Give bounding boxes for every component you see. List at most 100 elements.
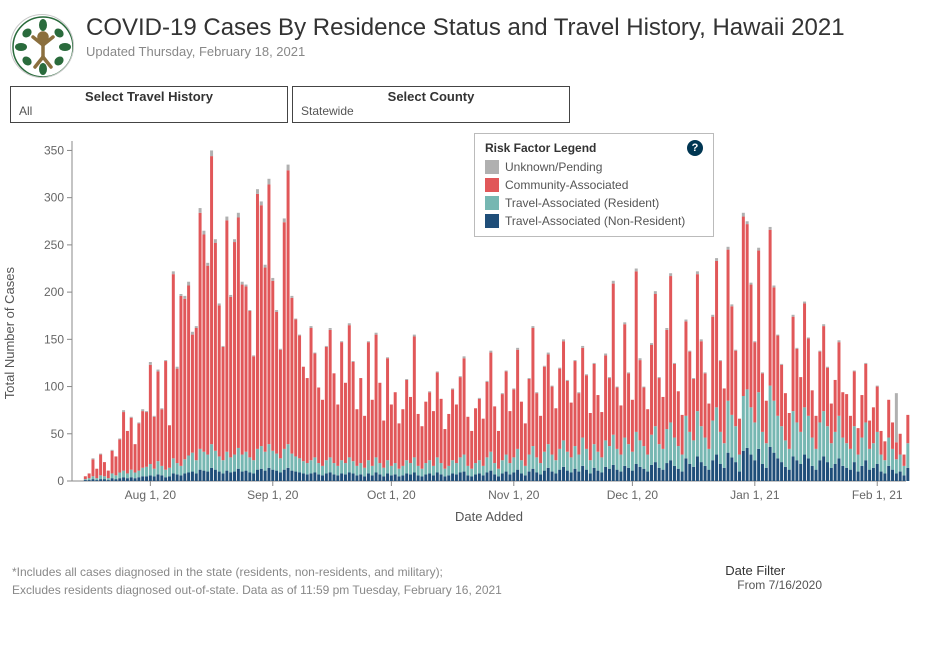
bar-segment[interactable] — [409, 463, 412, 474]
bar-segment[interactable] — [826, 462, 829, 481]
bar-segment[interactable] — [765, 468, 768, 481]
bar-segment[interactable] — [229, 295, 232, 297]
bar-segment[interactable] — [432, 411, 435, 466]
bar-segment[interactable] — [355, 409, 358, 466]
bar-segment[interactable] — [566, 452, 569, 471]
bar-segment[interactable] — [267, 444, 270, 468]
bar-segment[interactable] — [283, 470, 286, 481]
bar-segment[interactable] — [432, 466, 435, 475]
bar-segment[interactable] — [585, 449, 588, 470]
bar-segment[interactable] — [114, 479, 117, 481]
bar-segment[interactable] — [734, 351, 737, 427]
bar-segment[interactable] — [876, 432, 879, 464]
bar-segment[interactable] — [792, 411, 795, 456]
bar-segment[interactable] — [214, 239, 217, 243]
bar-segment[interactable] — [834, 464, 837, 481]
bar-segment[interactable] — [547, 354, 550, 444]
bar-segment[interactable] — [562, 341, 565, 440]
help-icon[interactable]: ? — [687, 140, 703, 156]
bar-segment[interactable] — [371, 466, 374, 475]
bar-segment[interactable] — [684, 320, 687, 322]
bar-segment[interactable] — [837, 340, 840, 342]
bar-segment[interactable] — [176, 369, 179, 463]
bar-segment[interactable] — [803, 455, 806, 481]
bar-segment[interactable] — [508, 474, 511, 481]
bar-segment[interactable] — [267, 179, 270, 185]
bar-segment[interactable] — [336, 466, 339, 475]
bar-segment[interactable] — [378, 463, 381, 474]
bar-segment[interactable] — [474, 474, 477, 481]
bar-segment[interactable] — [577, 392, 580, 393]
bar-segment[interactable] — [746, 389, 749, 448]
bar-segment[interactable] — [157, 370, 160, 372]
bar-segment[interactable] — [401, 409, 404, 466]
bar-segment[interactable] — [210, 150, 213, 156]
bar-segment[interactable] — [248, 310, 251, 311]
bar-segment[interactable] — [860, 395, 863, 438]
bar-segment[interactable] — [375, 335, 378, 458]
bar-segment[interactable] — [451, 460, 454, 473]
bar-segment[interactable] — [558, 368, 561, 369]
bar-segment[interactable] — [187, 456, 190, 473]
bar-segment[interactable] — [619, 472, 622, 481]
bar-segment[interactable] — [841, 438, 844, 466]
bar-segment[interactable] — [883, 473, 886, 481]
bar-segment[interactable] — [99, 454, 102, 455]
bar-segment[interactable] — [807, 458, 810, 481]
bar-segment[interactable] — [420, 476, 423, 481]
bar-segment[interactable] — [815, 470, 818, 481]
bar-segment[interactable] — [344, 383, 347, 463]
bar-segment[interactable] — [853, 371, 856, 426]
bar-segment[interactable] — [616, 449, 619, 470]
bar-segment[interactable] — [903, 455, 906, 466]
bar-segment[interactable] — [279, 458, 282, 472]
bar-segment[interactable] — [845, 468, 848, 481]
bar-segment[interactable] — [558, 470, 561, 481]
bar-segment[interactable] — [757, 248, 760, 251]
bar-segment[interactable] — [520, 402, 523, 461]
bar-segment[interactable] — [153, 416, 156, 417]
legend-item[interactable]: Unknown/Pending — [485, 160, 703, 174]
bar-segment[interactable] — [237, 448, 240, 469]
bar-segment[interactable] — [126, 431, 129, 474]
bar-segment[interactable] — [206, 263, 209, 266]
bar-segment[interactable] — [784, 393, 787, 440]
bar-segment[interactable] — [616, 387, 619, 388]
bar-segment[interactable] — [581, 348, 584, 438]
bar-segment[interactable] — [478, 473, 481, 481]
bar-segment[interactable] — [738, 419, 741, 455]
bar-segment[interactable] — [386, 460, 389, 473]
bar-segment[interactable] — [742, 451, 745, 481]
bar-segment[interactable] — [191, 472, 194, 481]
bar-segment[interactable] — [677, 391, 680, 446]
bar-segment[interactable] — [164, 470, 167, 478]
bar-segment[interactable] — [294, 320, 297, 457]
bar-segment[interactable] — [340, 473, 343, 481]
bar-segment[interactable] — [585, 374, 588, 375]
bar-segment[interactable] — [543, 367, 546, 452]
bar-segment[interactable] — [310, 473, 313, 481]
bar-segment[interactable] — [593, 468, 596, 481]
bar-segment[interactable] — [440, 399, 443, 463]
bar-segment[interactable] — [214, 451, 217, 470]
bar-segment[interactable] — [788, 449, 791, 470]
bar-segment[interactable] — [352, 461, 355, 473]
bar-segment[interactable] — [589, 460, 592, 473]
bar-segment[interactable] — [340, 342, 343, 460]
bar-segment[interactable] — [478, 398, 481, 399]
bar-segment[interactable] — [574, 446, 577, 469]
bar-segment[interactable] — [608, 378, 611, 446]
bar-segment[interactable] — [451, 388, 454, 389]
bar-segment[interactable] — [769, 447, 772, 481]
bar-segment[interactable] — [803, 407, 806, 454]
bar-segment[interactable] — [352, 362, 355, 461]
bar-segment[interactable] — [631, 471, 634, 481]
bar-segment[interactable] — [271, 281, 274, 451]
bar-segment[interactable] — [474, 408, 477, 463]
bar-segment[interactable] — [746, 224, 749, 389]
bar-segment[interactable] — [202, 471, 205, 481]
bar-segment[interactable] — [684, 458, 687, 481]
bar-segment[interactable] — [103, 479, 106, 481]
bar-segment[interactable] — [811, 438, 814, 466]
bar-segment[interactable] — [401, 466, 404, 475]
